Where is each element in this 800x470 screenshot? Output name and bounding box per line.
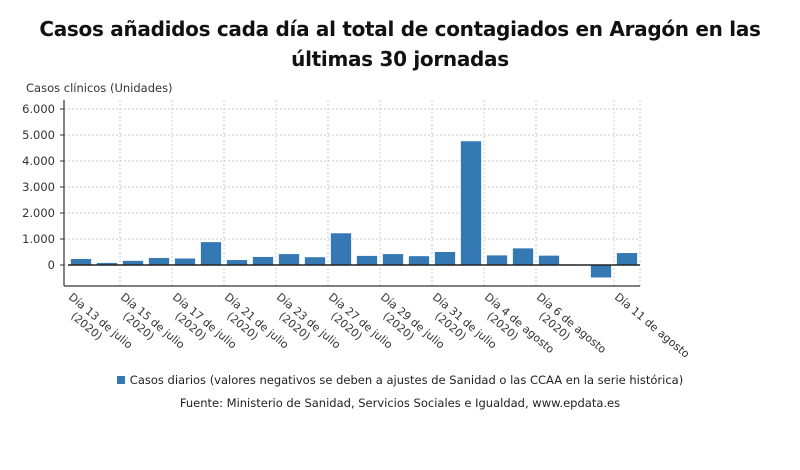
y-tick-label: 1.000 (22, 232, 55, 246)
bar (304, 257, 326, 265)
bar (174, 258, 196, 265)
bar (512, 248, 534, 265)
bar (278, 254, 300, 265)
chart-title: Casos añadidos cada día al total de cont… (39, 17, 761, 71)
bar (434, 252, 456, 265)
bar (460, 141, 482, 265)
bar (356, 255, 378, 265)
bar (616, 253, 638, 265)
legend: Casos diarios (valores negativos se debe… (0, 373, 800, 387)
bar (96, 262, 118, 265)
bar (330, 233, 352, 265)
y-tick-label: 0 (48, 258, 55, 272)
bar (70, 259, 92, 265)
y-tick-label: 6.000 (22, 102, 55, 116)
x-tick-label-line1: Día 11 de agosto (612, 290, 692, 360)
x-tick-label: Día 6 de agosto(2020) (534, 290, 609, 356)
bar (486, 255, 508, 265)
y-tick-label: 4.000 (22, 154, 55, 168)
bar (148, 257, 170, 265)
bar (122, 260, 144, 265)
legend-label: Casos diarios (valores negativos se debe… (129, 373, 684, 387)
y-tick-label: 2.000 (22, 206, 55, 220)
y-tick-label: 5.000 (22, 128, 55, 142)
bar (382, 254, 404, 265)
bar (408, 256, 430, 265)
bar (590, 265, 612, 278)
y-tick-label: 3.000 (22, 180, 55, 194)
bar (226, 260, 248, 265)
source-note: Fuente: Ministerio de Sanidad, Servicios… (179, 396, 621, 410)
legend-swatch (116, 376, 125, 384)
bar (538, 255, 560, 265)
bar (200, 242, 222, 265)
x-tick-label: Día 11 de agosto (612, 290, 692, 360)
y-axis-label: Casos clínicos (Unidades) (26, 81, 173, 95)
bar (252, 256, 274, 265)
